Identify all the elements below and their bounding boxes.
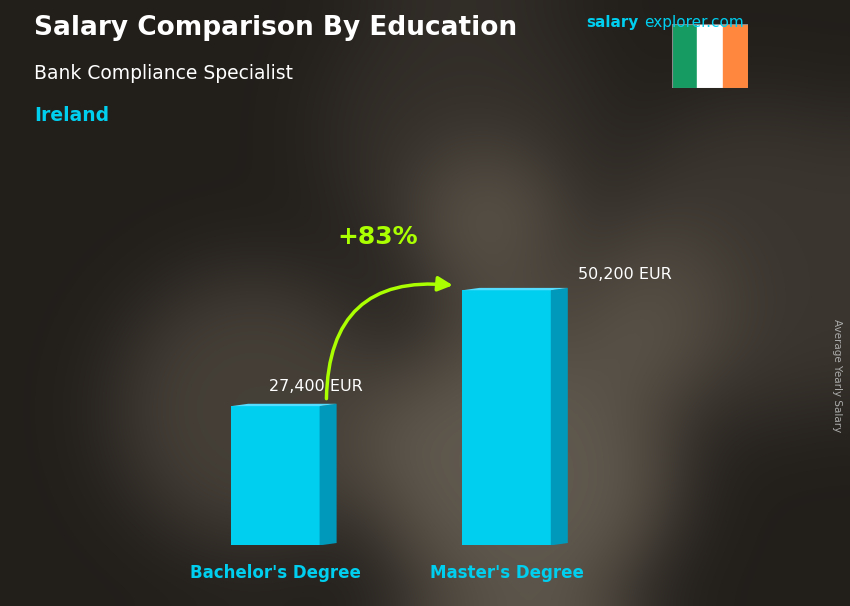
Bar: [697, 24, 722, 88]
Text: 27,400 EUR: 27,400 EUR: [269, 379, 362, 393]
Text: Salary Comparison By Education: Salary Comparison By Education: [34, 15, 517, 41]
Text: Average Yearly Salary: Average Yearly Salary: [832, 319, 842, 432]
Bar: [672, 24, 697, 88]
Polygon shape: [320, 404, 337, 545]
Text: +83%: +83%: [337, 225, 417, 248]
Polygon shape: [551, 288, 568, 545]
Text: salary: salary: [586, 15, 639, 30]
Bar: [722, 24, 748, 88]
Text: explorer.com: explorer.com: [644, 15, 744, 30]
Text: 50,200 EUR: 50,200 EUR: [578, 267, 672, 282]
Bar: [462, 290, 551, 545]
Text: Bank Compliance Specialist: Bank Compliance Specialist: [34, 64, 293, 82]
Text: Bachelor's Degree: Bachelor's Degree: [190, 564, 361, 582]
Text: Ireland: Ireland: [34, 106, 109, 125]
Polygon shape: [462, 288, 568, 290]
Bar: [231, 406, 320, 545]
Polygon shape: [231, 404, 337, 406]
Text: Master's Degree: Master's Degree: [429, 564, 584, 582]
